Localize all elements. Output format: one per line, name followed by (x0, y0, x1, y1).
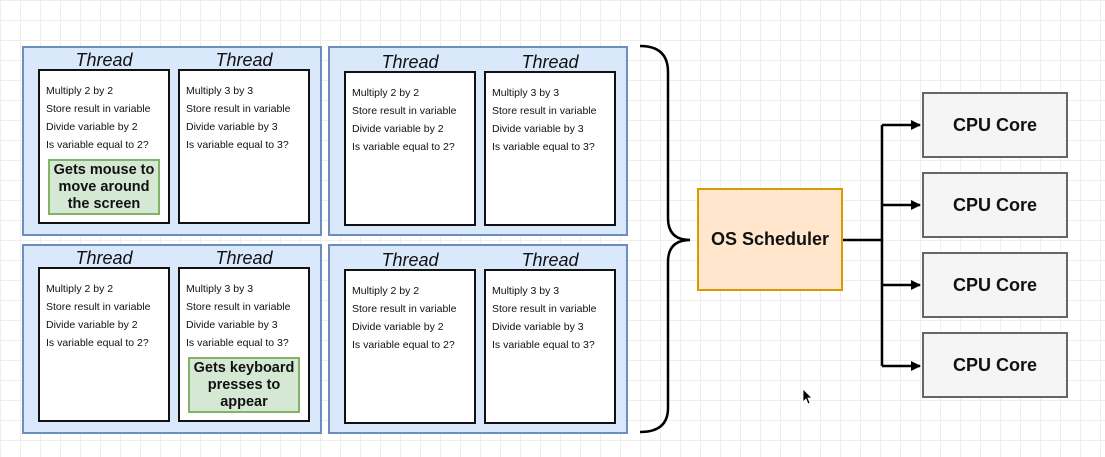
thread-step: Is variable equal to 2? (352, 339, 455, 351)
thread-box[interactable]: Multiply 2 by 2 Store result in variable… (38, 267, 170, 422)
thread-title: Thread (381, 250, 439, 270)
thread-step: Divide variable by 3 (186, 319, 278, 331)
thread-step: Is variable equal to 3? (186, 337, 289, 349)
mouse-cursor-icon (802, 388, 813, 405)
thread-box[interactable]: Multiply 2 by 2 Store result in variable… (344, 71, 476, 226)
thread-step: Is variable equal to 3? (492, 141, 595, 153)
thread-step: Multiply 2 by 2 (46, 283, 114, 295)
thread-step: Multiply 3 by 3 (492, 87, 560, 99)
thread-title: Thread (75, 248, 133, 268)
thread-step: Multiply 2 by 2 (352, 87, 420, 99)
thread-title: Thread (75, 50, 133, 70)
thread-title: Thread (521, 52, 579, 72)
thread-step: Is variable equal to 2? (46, 337, 149, 349)
thread-title: Thread (215, 50, 273, 70)
thread-step: Is variable equal to 3? (492, 339, 595, 351)
thread-step: Store result in variable (352, 105, 457, 117)
thread-box[interactable]: Multiply 3 by 3 Store result in variable… (178, 69, 310, 224)
thread-title: Thread (521, 250, 579, 270)
thread-step: Multiply 3 by 3 (186, 85, 254, 97)
curly-brace (639, 44, 691, 434)
thread-step: Divide variable by 2 (46, 319, 138, 331)
thread-box[interactable]: Multiply 2 by 2 Store result in variable… (38, 69, 170, 224)
thread-step: Divide variable by 3 (492, 123, 584, 135)
cpu-core-4[interactable]: CPU Core (922, 332, 1068, 398)
thread-box[interactable]: Multiply 2 by 2 Store result in variable… (344, 269, 476, 424)
thread-step: Divide variable by 3 (492, 321, 584, 333)
cpu-core-2[interactable]: CPU Core (922, 172, 1068, 238)
thread-title: Thread (215, 248, 273, 268)
thread-step: Store result in variable (492, 303, 597, 315)
thread-step: Is variable equal to 2? (352, 141, 455, 153)
thread-step: Store result in variable (186, 103, 291, 115)
thread-step: Store result in variable (186, 301, 291, 313)
thread-step: Store result in variable (492, 105, 597, 117)
thread-step: Divide variable by 3 (186, 121, 278, 133)
thread-box[interactable]: Multiply 3 by 3 Store result in variable… (484, 269, 616, 424)
thread-step: Divide variable by 2 (352, 123, 444, 135)
thread-step: Multiply 3 by 3 (492, 285, 560, 297)
thread-step: Is variable equal to 3? (186, 139, 289, 151)
thread-step: Store result in variable (352, 303, 457, 315)
thread-step: Divide variable by 2 (46, 121, 138, 133)
note-keyboard: Gets keyboard presses to appear (188, 357, 300, 413)
thread-step: Multiply 2 by 2 (46, 85, 114, 97)
thread-box[interactable]: Multiply 3 by 3 Store result in variable… (484, 71, 616, 226)
note-mouse: Gets mouse to move around the screen (48, 159, 160, 215)
thread-step: Store result in variable (46, 301, 151, 313)
os-scheduler[interactable]: OS Scheduler (697, 188, 843, 291)
thread-title: Thread (381, 52, 439, 72)
thread-step: Multiply 3 by 3 (186, 283, 254, 295)
cpu-core-1[interactable]: CPU Core (922, 92, 1068, 158)
thread-step: Multiply 2 by 2 (352, 285, 420, 297)
thread-box[interactable]: Multiply 3 by 3 Store result in variable… (178, 267, 310, 422)
thread-step: Divide variable by 2 (352, 321, 444, 333)
thread-step: Is variable equal to 2? (46, 139, 149, 151)
thread-step: Store result in variable (46, 103, 151, 115)
cpu-core-3[interactable]: CPU Core (922, 252, 1068, 318)
